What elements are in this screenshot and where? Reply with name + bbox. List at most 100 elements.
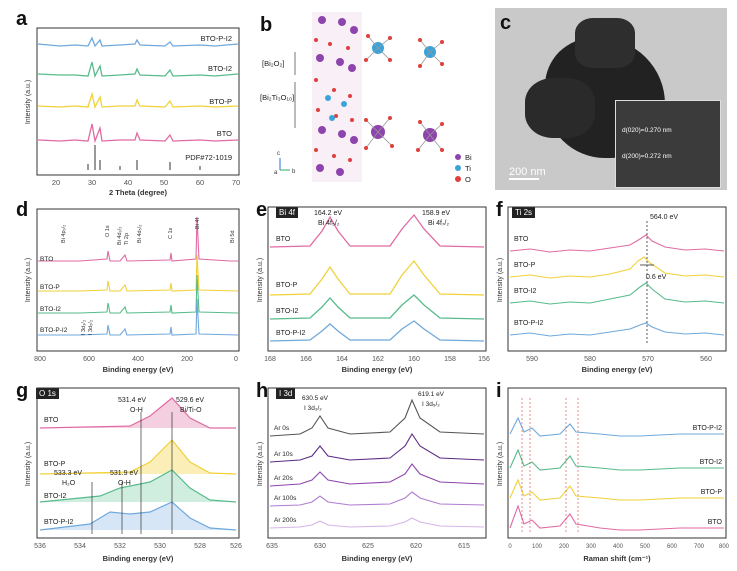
ti2s-curve-bto-p-i2: [509, 322, 725, 337]
panel-e-letter: e: [256, 199, 268, 221]
panel-h-i3d: h I 3d Ar 0s Ar 10s Ar 20s Ar 100s Ar 20…: [250, 378, 490, 571]
scale-label: 200 nm: [509, 166, 546, 178]
peak-label: Bi 4f₇/₂: [428, 220, 449, 227]
peak-value: 619.1 eV: [418, 391, 445, 398]
panel-d-xps-survey: d BTO BTO-P BTO-I2 BTO-P-I2 Bi 4p₃/₂ O 1…: [0, 195, 250, 375]
xtick: 400: [613, 544, 624, 550]
x-axis-label: Binding energy (eV): [342, 365, 413, 374]
panel-b-letter: b: [260, 14, 273, 36]
xtick: 100: [532, 544, 543, 550]
y-axis-label: Intensity (a.u.): [25, 442, 32, 486]
ti2s-curve-bto-i2: [509, 282, 725, 305]
xtick: 700: [694, 544, 705, 550]
series-label: Ar 200s: [274, 517, 297, 524]
panel-e-plot: BTO BTO-P BTO-I2 BTO-P-I2 164.2 eV Bi 4f…: [257, 206, 490, 374]
panel-c-letter: c: [500, 12, 512, 34]
series-label: BTO-P: [40, 284, 60, 291]
crystal-lattice: [312, 12, 362, 182]
xtick: 534: [74, 543, 86, 550]
xtick: 800: [34, 356, 46, 363]
xtick: 200: [559, 544, 570, 550]
xtick: 615: [458, 543, 470, 550]
survey-curve-bto-p-i2: [38, 298, 239, 336]
panel-g-o1s: g O 1s BTO BTO-P BTO-I2 BTO-P-I2 531.4 e…: [0, 378, 250, 571]
series-label: BTO: [40, 256, 53, 263]
bi4f-curve-bto-p-i2: [269, 320, 485, 342]
series-label: BTO-P: [44, 461, 66, 468]
panel-a-letter: a: [16, 8, 28, 30]
raman-curve-bto-p-i2: [509, 416, 724, 437]
xtick: 580: [584, 356, 596, 363]
xtick: 530: [154, 543, 166, 550]
peak-label: Bi 4p₃/₂: [61, 225, 67, 243]
ti2s-curve-bto-p: [509, 256, 725, 279]
xtick: 590: [526, 356, 538, 363]
panel-b-diagram: [Bi₂O₂] [Bi₂Ti₃O₁₀]: [260, 12, 472, 184]
series-label: BTO-P-I2: [514, 320, 544, 327]
xrd-curve-bto-p-i2: [37, 36, 239, 48]
xtick: 20: [52, 178, 60, 187]
peak-label: C 1s: [168, 227, 174, 239]
peak-label: Bi 4d₅/₂: [137, 225, 143, 243]
xtick: 158: [444, 356, 456, 363]
panel-a-plot: 20 30 40 50 60 70 2 Theta (degree) Inten…: [25, 27, 240, 197]
xtick: 300: [586, 544, 597, 550]
peak-label: Bi 5d: [230, 230, 236, 243]
peak-value: 529.6 eV: [176, 397, 204, 404]
reference-pattern: [87, 145, 201, 170]
series-label: BTO-I2: [44, 493, 67, 500]
panel-i-letter: i: [496, 380, 502, 402]
series-label: BTO-I2: [514, 288, 537, 295]
panel-g-letter: g: [16, 380, 29, 402]
series-label: Ar 100s: [274, 495, 297, 502]
xtick: 50: [160, 178, 168, 187]
d-spacing-020: d(020)=0.270 nm: [622, 127, 672, 134]
series-label: BTO: [217, 129, 232, 138]
series-label: BTO-P: [276, 282, 298, 289]
xtick: 560: [700, 356, 712, 363]
xtick: 164: [336, 356, 348, 363]
y-axis-label: Intensity (a.u.): [25, 80, 32, 124]
xtick: 166: [300, 356, 312, 363]
xtick: 600: [667, 544, 678, 550]
peak-value: 630.5 eV: [302, 395, 329, 402]
x-axis-label: Binding energy (eV): [342, 554, 413, 563]
series-label: BTO: [44, 417, 59, 424]
peak-label: I 3d₅/₂: [88, 320, 94, 335]
series-label: BTO-P: [209, 97, 232, 106]
survey-curve-bto-p: [38, 254, 239, 292]
series-label: BTO-I2: [40, 306, 61, 313]
shift-value: 0.6 eV: [646, 274, 667, 281]
series-label: BTO-I2: [208, 64, 232, 73]
xtick: 200: [181, 356, 193, 363]
axis-triad: c a b: [274, 151, 296, 176]
panel-f-letter: f: [496, 199, 503, 221]
o1s-curve-bto-p: [39, 439, 237, 475]
hrtem-inset: d(020)=0.270 nm d(200)=0.272 nm: [615, 100, 721, 188]
i3d-curve-ar200s: [269, 517, 485, 529]
series-label: BTO: [276, 236, 291, 243]
spectrum-tag: I 3d: [276, 388, 296, 399]
xtick: 500: [640, 544, 651, 550]
peak-label: I 3d₃/₂: [81, 320, 87, 335]
axis-b: b: [292, 169, 296, 175]
xtick: 0: [234, 356, 238, 363]
xtick: 526: [230, 543, 242, 550]
xrd-curve-bto: [37, 123, 239, 144]
panel-d-plot: BTO BTO-P BTO-I2 BTO-P-I2 Bi 4p₃/₂ O 1s …: [25, 208, 240, 374]
peak-label: I 3d₅/₂: [422, 401, 440, 408]
i3d-curve-ar20s: [269, 463, 485, 487]
xtick: 625: [362, 543, 374, 550]
xtick: 600: [83, 356, 95, 363]
series-label: Ar 20s: [274, 475, 294, 482]
x-axis-label: 2 Theta (degree): [109, 188, 167, 197]
peak-label: Bi 4f₅/₂: [318, 220, 340, 227]
i3d-curve-ar100s: [269, 491, 485, 507]
panel-d-letter: d: [16, 199, 29, 221]
panel-i-raman: i BTO-P-I2 BTO-I2 BTO-P BTO 0 100 200 30…: [490, 378, 737, 571]
peak-value: 531.9 eV: [110, 470, 138, 477]
panel-f-ti2s: f Ti 2s BTO BTO-P BTO-I2 BTO-P-I2 564.0 …: [490, 195, 737, 375]
i3d-curve-ar0s: [269, 398, 485, 437]
y-axis-label: Intensity (a.u.): [257, 442, 264, 486]
peak-label: I 3d₃/₂: [304, 405, 322, 412]
